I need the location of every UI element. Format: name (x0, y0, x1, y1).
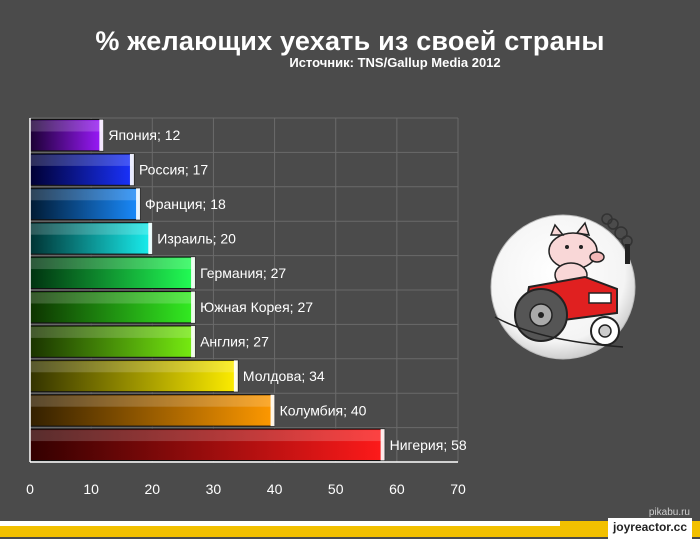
x-tick-label: 10 (83, 481, 99, 497)
x-tick-label: 20 (144, 481, 160, 497)
x-tick-label: 0 (26, 481, 34, 497)
bar-highlight (31, 223, 152, 235)
bar-highlight (31, 154, 133, 166)
bar-highlight (31, 395, 274, 407)
bar-8 (29, 359, 239, 393)
bar-end-cap (148, 222, 153, 255)
bar-end-cap (233, 360, 238, 392)
pig-on-tractor-badge-icon (490, 213, 636, 360)
bar-end-cap (191, 257, 196, 289)
bar-1 (29, 119, 104, 152)
bar-highlight (31, 430, 384, 442)
bar-label: Израиль; 20 (157, 230, 236, 246)
bar-highlight (31, 326, 195, 338)
bar-label: Молдова; 34 (243, 368, 325, 384)
bar-label: Нигерия; 58 (390, 437, 467, 453)
x-tick-label: 60 (389, 481, 405, 497)
bar-labels: Япония; 12 Россия; 17 Франция; 18 Израиль; … (108, 127, 467, 453)
x-axis: 0 10 20 30 40 50 60 70 (26, 118, 466, 497)
bar-highlight (31, 120, 103, 132)
watermark: pikabu.ru (648, 507, 690, 518)
bar-10 (29, 428, 386, 462)
x-tick-label: 70 (450, 481, 466, 497)
bar-label: Колумбия; 40 (280, 402, 367, 418)
bar-end-cap (191, 291, 196, 323)
bar-3 (29, 187, 141, 221)
x-tick-label: 40 (267, 481, 283, 497)
bar-end-cap (380, 429, 385, 461)
bar-9 (29, 394, 276, 427)
bar-label: Россия; 17 (139, 162, 208, 178)
bar-end-cap (136, 188, 141, 220)
bar-chart: Япония; 12 Россия; 17 Франция; 18 Израиль; … (26, 117, 467, 497)
chart-title: % желающих уехать из своей страны (95, 26, 605, 56)
bar-highlight (31, 189, 140, 201)
footer-site-link[interactable]: joyreactor.cc (607, 518, 692, 539)
bar-label: Германия; 27 (200, 265, 286, 281)
bar-7 (29, 325, 196, 358)
x-tick-label: 50 (328, 481, 344, 497)
bar-label: Англия; 27 (200, 334, 269, 350)
bar-highlight (31, 292, 195, 304)
bar-label: Япония; 12 (108, 127, 180, 143)
x-tick-label: 30 (206, 481, 222, 497)
bars (29, 119, 386, 462)
bar-end-cap (270, 394, 275, 427)
footer-stripe (0, 521, 560, 526)
bar-highlight (31, 361, 237, 373)
bar-highlight (31, 258, 195, 270)
bar-2 (29, 153, 135, 186)
bar-end-cap (191, 325, 196, 358)
bar-4 (29, 222, 153, 255)
bar-end-cap (129, 153, 134, 186)
bar-label: Южная Корея; 27 (200, 299, 313, 315)
bar-end-cap (99, 119, 104, 151)
bar-label: Франция; 18 (145, 196, 226, 212)
chart-subtitle: Источник: TNS/Gallup Media 2012 (289, 55, 501, 70)
